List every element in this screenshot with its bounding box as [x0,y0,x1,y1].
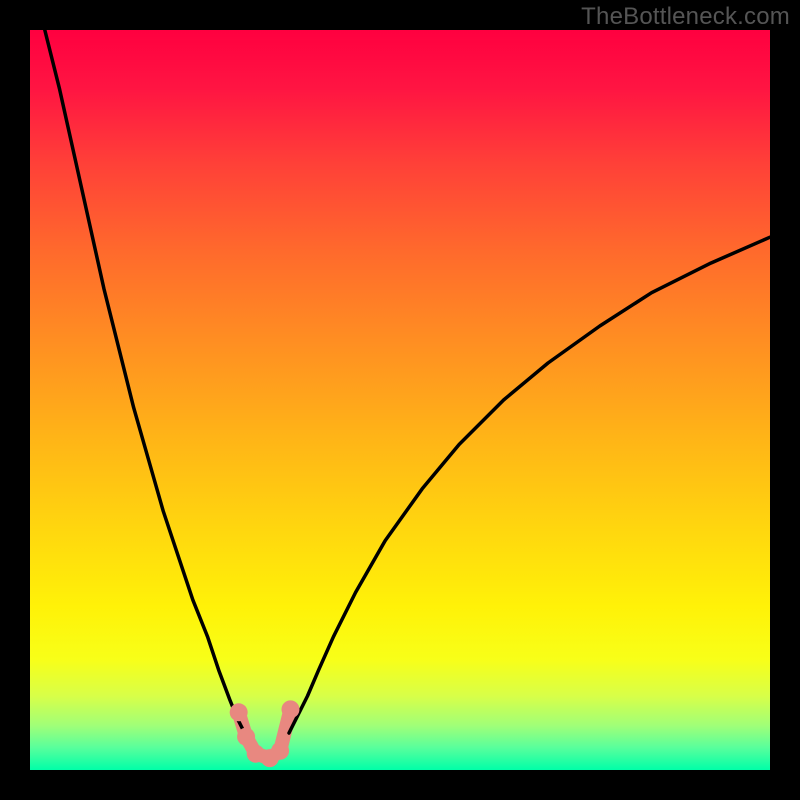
marker-dot [230,703,248,721]
bottleneck-chart [0,0,800,800]
watermark-text: TheBottleneck.com [581,3,790,31]
marker-dot [237,728,255,746]
marker-dot [281,700,299,718]
marker-dot [271,742,289,760]
chart-container: TheBottleneck.com [0,0,800,800]
